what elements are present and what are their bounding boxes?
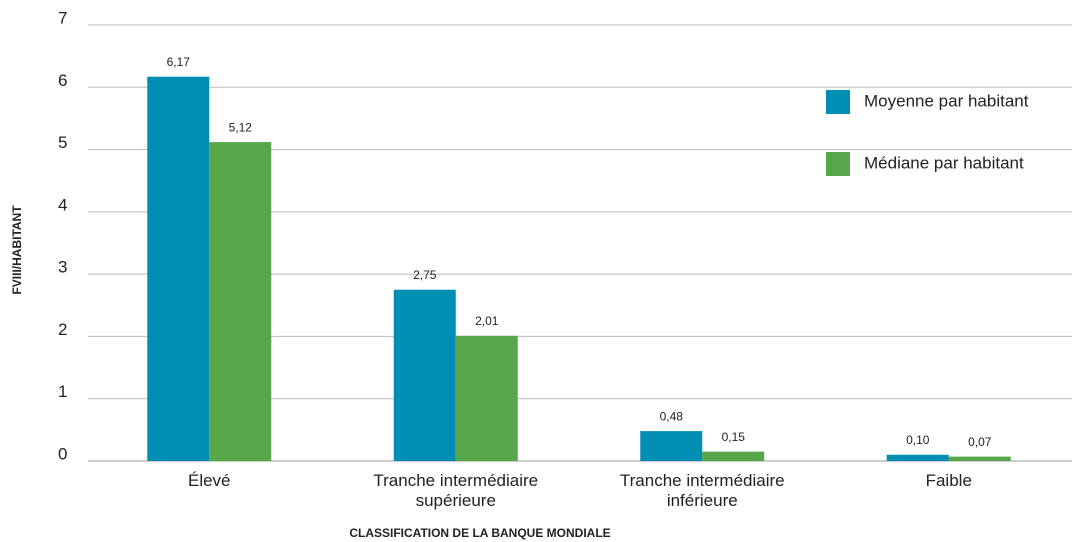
y-tick-label: 5 (58, 133, 67, 152)
value-label: 0,48 (660, 409, 684, 423)
value-label: 0,15 (722, 430, 746, 444)
value-label: 2,01 (475, 314, 499, 328)
legend-swatch (826, 152, 850, 176)
value-label: 2,75 (413, 268, 437, 282)
y-tick-label: 0 (58, 444, 67, 463)
x-tick-label: Faible (925, 471, 972, 490)
legend-swatch (826, 90, 850, 114)
bar (948, 456, 1011, 461)
bar (209, 142, 272, 461)
bar (702, 451, 765, 461)
value-label: 0,10 (906, 433, 930, 447)
value-label: 6,17 (167, 55, 191, 69)
bar (886, 454, 949, 461)
value-label: 5,12 (229, 120, 253, 134)
legend-label: Médiane par habitant (864, 153, 1024, 172)
bar (147, 76, 210, 461)
x-tick-label: Tranche intermédiaire supérieure (373, 471, 539, 510)
y-tick-label: 3 (58, 258, 67, 277)
bar (393, 289, 456, 461)
bar (455, 335, 518, 461)
y-tick-label: 1 (58, 382, 67, 401)
value-label: 0,07 (968, 435, 992, 449)
legend-label: Moyenne par habitant (864, 91, 1029, 110)
x-tick-label: Tranche intermédiaire inférieure (619, 471, 785, 510)
y-tick-label: 4 (58, 195, 67, 214)
x-axis-label: CLASSIFICATION DE LA BANQUE MONDIALE (349, 526, 610, 540)
y-tick-label: 6 (58, 71, 67, 90)
x-tick-label: Élevé (187, 471, 231, 490)
bar (640, 431, 703, 461)
y-axis-label: FVIII/HABITANT (10, 205, 24, 295)
y-tick-label: 2 (58, 320, 67, 339)
y-tick-label: 7 (58, 8, 67, 27)
